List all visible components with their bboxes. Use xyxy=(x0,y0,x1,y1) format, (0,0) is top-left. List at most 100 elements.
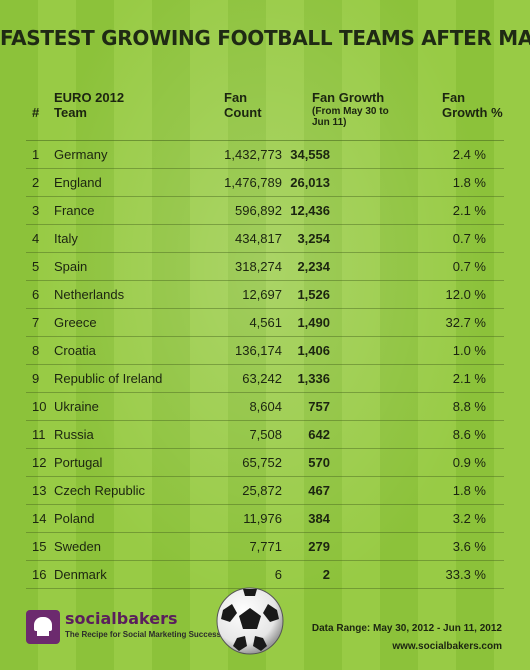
cell-fan-growth: 2 xyxy=(282,560,406,589)
cell-rank: 7 xyxy=(26,308,54,337)
header-team-line1: EURO 2012 xyxy=(54,90,125,105)
header-fans-line1: Fan xyxy=(224,90,248,105)
cell-rank: 14 xyxy=(26,504,54,533)
cell-fan-growth: 757 xyxy=(282,392,406,421)
cell-fan-count: 6 xyxy=(196,560,282,589)
cell-fan-growth: 26,013 xyxy=(282,168,406,197)
table-row: 16 Denmark 6 2 33.3 % xyxy=(26,560,504,589)
header-rank: # xyxy=(26,86,54,141)
cell-fan-count: 12,697 xyxy=(196,280,282,309)
cell-fan-count: 596,892 xyxy=(196,196,282,225)
table-row: 4 Italy 434,817 3,254 0.7 % xyxy=(26,224,504,253)
cell-team: Poland xyxy=(54,504,196,533)
cell-fan-growth: 279 xyxy=(282,532,406,561)
cell-team: Republic of Ireland xyxy=(54,364,196,393)
cell-growth-pct: 8.8 % xyxy=(406,392,504,421)
cell-team: Ukraine xyxy=(54,392,196,421)
table-row: 12 Portugal 65,752 570 0.9 % xyxy=(26,448,504,477)
table-header-row: # EURO 2012 Team Fan Count Fan Growth (F… xyxy=(26,86,504,141)
cell-rank: 13 xyxy=(26,476,54,505)
cell-growth-pct: 0.7 % xyxy=(406,224,504,253)
table-row: 7 Greece 4,561 1,490 32.7 % xyxy=(26,308,504,337)
cell-fan-growth: 1,490 xyxy=(282,308,406,337)
cell-fan-count: 8,604 xyxy=(196,392,282,421)
header-growth-line2: (From May 30 to Jun 11) xyxy=(312,106,389,128)
cell-fan-growth: 3,254 xyxy=(282,224,406,253)
cell-growth-pct: 12.0 % xyxy=(406,280,504,309)
chef-hat-icon xyxy=(26,610,60,644)
soccer-ball-icon xyxy=(216,587,284,655)
cell-growth-pct: 3.2 % xyxy=(406,504,504,533)
cell-fan-count: 7,508 xyxy=(196,420,282,449)
cell-growth-pct: 0.9 % xyxy=(406,448,504,477)
cell-rank: 5 xyxy=(26,252,54,281)
cell-growth-pct: 8.6 % xyxy=(406,420,504,449)
data-range: Data Range: May 30, 2012 - Jun 11, 2012 xyxy=(311,623,502,634)
cell-growth-pct: 1.0 % xyxy=(406,336,504,365)
cell-team: England xyxy=(54,168,196,197)
header-pct-line2: Growth % xyxy=(442,105,503,120)
cell-rank: 12 xyxy=(26,448,54,477)
cell-growth-pct: 3.6 % xyxy=(406,532,504,561)
cell-fan-count: 11,976 xyxy=(196,504,282,533)
header-growth: Fan Growth (From May 30 to Jun 11) xyxy=(282,86,406,141)
table-row: 2 England 1,476,789 26,013 1.8 % xyxy=(26,168,504,197)
cell-team: Germany xyxy=(54,140,196,169)
data-source: Data Range: May 30, 2012 - Jun 11, 2012 … xyxy=(312,620,502,656)
cell-fan-growth: 34,558 xyxy=(282,140,406,169)
header-growth-line1: Fan Growth xyxy=(312,90,385,105)
cell-fan-growth: 1,336 xyxy=(282,364,406,393)
cell-fan-growth: 570 xyxy=(282,448,406,477)
brand-name: socialbakers xyxy=(65,609,178,628)
cell-rank: 1 xyxy=(26,140,54,169)
cell-team: Portugal xyxy=(54,448,196,477)
table-row: 8 Croatia 136,174 1,406 1.0 % xyxy=(26,336,504,365)
website-link[interactable]: www.socialbakers.com xyxy=(392,641,502,652)
cell-fan-count: 4,561 xyxy=(196,308,282,337)
cell-growth-pct: 0.7 % xyxy=(406,252,504,281)
table-row: 3 France 596,892 12,436 2.1 % xyxy=(26,196,504,225)
cell-fan-growth: 384 xyxy=(282,504,406,533)
cell-growth-pct: 33.3 % xyxy=(406,560,504,589)
fan-growth-table: # EURO 2012 Team Fan Count Fan Growth (F… xyxy=(26,86,504,589)
cell-growth-pct: 1.8 % xyxy=(406,168,504,197)
cell-rank: 4 xyxy=(26,224,54,253)
cell-rank: 9 xyxy=(26,364,54,393)
cell-rank: 3 xyxy=(26,196,54,225)
table-row: 5 Spain 318,274 2,234 0.7 % xyxy=(26,252,504,281)
brand-tagline: The Recipe for Social Marketing Success xyxy=(65,630,222,639)
header-pct-line1: Fan xyxy=(442,90,466,105)
cell-rank: 16 xyxy=(26,560,54,589)
cell-fan-count: 136,174 xyxy=(196,336,282,365)
cell-fan-count: 434,817 xyxy=(196,224,282,253)
cell-fan-growth: 12,436 xyxy=(282,196,406,225)
cell-rank: 10 xyxy=(26,392,54,421)
cell-growth-pct: 32.7 % xyxy=(406,308,504,337)
cell-fan-count: 65,752 xyxy=(196,448,282,477)
cell-fan-count: 1,476,789 xyxy=(196,168,282,197)
header-fans-line2: Count xyxy=(224,105,262,120)
table-row: 6 Netherlands 12,697 1,526 12.0 % xyxy=(26,280,504,309)
table-row: 15 Sweden 7,771 279 3.6 % xyxy=(26,532,504,561)
cell-fan-growth: 2,234 xyxy=(282,252,406,281)
cell-growth-pct: 1.8 % xyxy=(406,476,504,505)
cell-team: Sweden xyxy=(54,532,196,561)
cell-fan-growth: 1,406 xyxy=(282,336,406,365)
cell-growth-pct: 2.4 % xyxy=(406,140,504,169)
cell-team: Spain xyxy=(54,252,196,281)
cell-team: Russia xyxy=(54,420,196,449)
cell-rank: 8 xyxy=(26,336,54,365)
cell-growth-pct: 2.1 % xyxy=(406,364,504,393)
cell-team: Greece xyxy=(54,308,196,337)
header-team-line2: Team xyxy=(54,105,87,120)
cell-fan-growth: 1,526 xyxy=(282,280,406,309)
cell-rank: 11 xyxy=(26,420,54,449)
table-row: 11 Russia 7,508 642 8.6 % xyxy=(26,420,504,449)
cell-team: Italy xyxy=(54,224,196,253)
table-row: 13 Czech Republic 25,872 467 1.8 % xyxy=(26,476,504,505)
cell-fan-count: 1,432,773 xyxy=(196,140,282,169)
cell-fan-count: 7,771 xyxy=(196,532,282,561)
cell-rank: 2 xyxy=(26,168,54,197)
cell-fan-count: 318,274 xyxy=(196,252,282,281)
